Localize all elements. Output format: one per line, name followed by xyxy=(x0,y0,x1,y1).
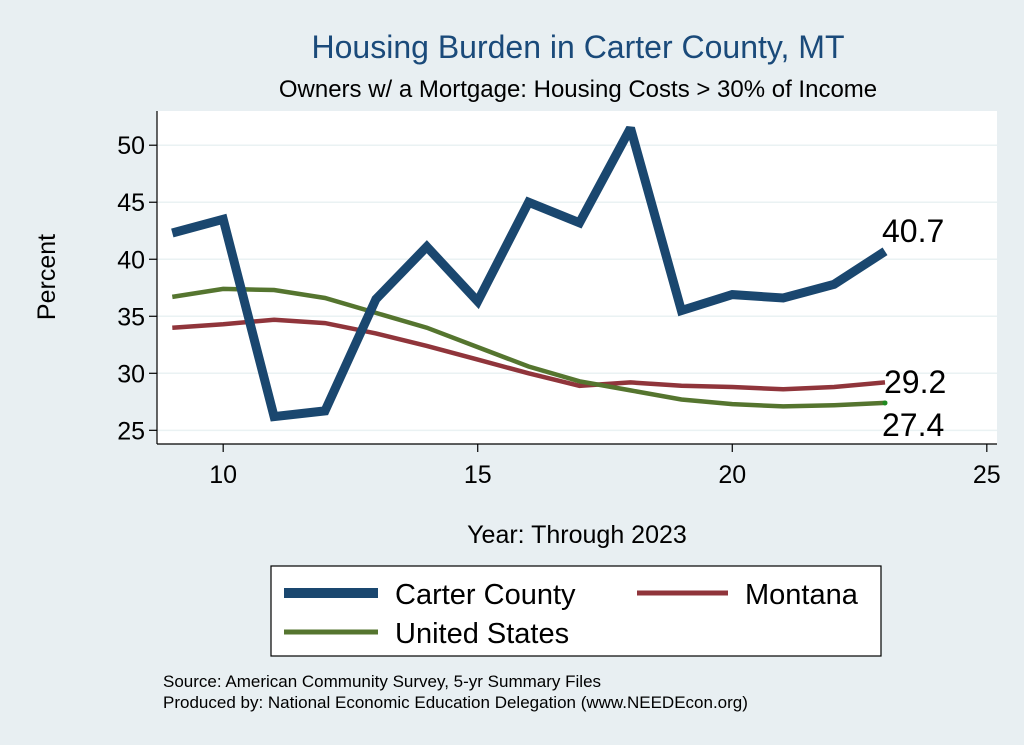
y-tick-label-40: 40 xyxy=(117,246,145,274)
legend-label-montana: Montana xyxy=(745,579,859,611)
legend: Carter County Montana United States xyxy=(270,565,882,657)
chart-title: Housing Burden in Carter County, MT xyxy=(312,29,845,65)
series-lines xyxy=(171,125,888,422)
x-axis-title: Year: Through 2023 xyxy=(467,521,687,549)
end-label-united-states: 27.4 xyxy=(882,407,944,443)
series-line-montana xyxy=(172,317,886,392)
y-axis-ticks: 25 30 35 40 45 50 xyxy=(117,132,157,445)
x-axis-ticks: 10 15 20 25 xyxy=(209,444,1001,489)
x-tick-label-25: 25 xyxy=(973,461,1001,489)
y-tick-label-45: 45 xyxy=(117,189,145,217)
y-tick-label-50: 50 xyxy=(117,132,145,160)
legend-box xyxy=(270,565,882,657)
series-end-marker-united-states xyxy=(882,400,888,406)
y-tick-label-25: 25 xyxy=(117,417,145,445)
series-line-united-states xyxy=(171,286,886,409)
end-label-carter-county: 40.7 xyxy=(882,213,944,249)
x-tick-label-10: 10 xyxy=(209,461,237,489)
series-line-carter-county xyxy=(171,125,888,422)
plot-area xyxy=(157,111,997,444)
produced-by-note: Produced by: National Economic Education… xyxy=(163,693,748,712)
y-axis-title: Percent xyxy=(33,234,61,320)
y-tick-label-30: 30 xyxy=(117,360,145,388)
x-tick-label-20: 20 xyxy=(718,461,746,489)
gridlines xyxy=(157,144,997,432)
y-tick-label-35: 35 xyxy=(117,303,145,331)
chart-subtitle: Owners w/ a Mortgage: Housing Costs > 30… xyxy=(279,76,877,103)
source-note: Source: American Community Survey, 5-yr … xyxy=(163,672,601,691)
end-label-montana: 29.2 xyxy=(884,364,946,400)
legend-label-carter-county: Carter County xyxy=(395,579,576,611)
legend-label-united-states: United States xyxy=(395,618,569,650)
x-tick-label-15: 15 xyxy=(464,461,492,489)
